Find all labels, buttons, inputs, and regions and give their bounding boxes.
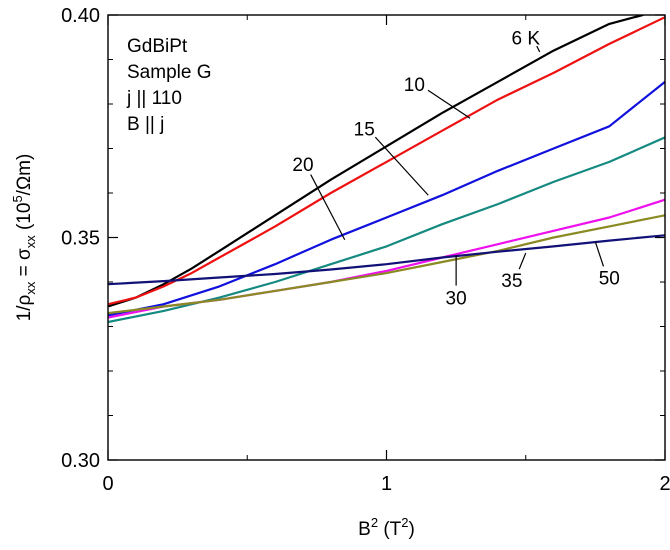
curve-label-35: 35 [501, 271, 522, 292]
y-axis-title-unit-close: /Ωm) [14, 154, 35, 196]
series-line-35 [108, 214, 665, 315]
y-axis-title-unit: (10 [14, 203, 35, 236]
x-axis-title-unit: (T [378, 519, 402, 540]
annotation-line: B || j [127, 114, 164, 135]
y-tick-label: 0.35 [61, 228, 100, 250]
curve-label-20: 20 [292, 155, 313, 176]
x-axis-title-unit-sup: 2 [401, 515, 408, 530]
y-axis-title-unit-sup: 5 [10, 195, 25, 202]
x-axis-title-sup: 2 [371, 515, 378, 530]
curve-label-50: 50 [599, 269, 620, 290]
leader-line-15 [374, 136, 429, 196]
x-tick-label: 2 [659, 473, 670, 495]
y-axis-title-sub2: xx [23, 235, 38, 249]
annotation-line: Sample G [127, 62, 211, 83]
curve-label-6-k: 6 K [511, 28, 540, 49]
plot-area [108, 15, 665, 324]
series-line-10 [108, 16, 665, 306]
y-axis-title: 1/ρxx = σxx (105/Ωm) [10, 154, 38, 322]
curve-label-10: 10 [404, 75, 425, 96]
curve-label-15: 15 [354, 119, 375, 140]
curve-label-30: 30 [446, 289, 467, 310]
y-axis-title-sub1: xx [23, 281, 38, 295]
series-line-15 [108, 80, 665, 317]
curve-labels: 6 K 10 15 20 30 35 50 [292, 28, 619, 309]
series-line-6-k [108, 15, 644, 308]
x-axis-title-main: B [358, 519, 371, 540]
y-axis-title-mid: = σ [14, 248, 35, 282]
leader-line-20 [310, 174, 346, 241]
series-lines [108, 15, 665, 324]
series-line-50 [108, 234, 665, 286]
y-tick-label: 0.30 [61, 450, 100, 472]
annotation-line: j || 110 [126, 88, 182, 109]
leader-line-50 [594, 241, 605, 267]
x-tick-label: 0 [102, 473, 113, 495]
leader-line-10 [427, 89, 471, 119]
x-tick-label: 1 [381, 473, 392, 495]
annotation-line: GdBiPt [127, 36, 188, 57]
x-axis-title-unit-close: ) [409, 519, 415, 540]
y-axis-title-prefix: 1/ρ [14, 294, 35, 321]
leader-line-35 [518, 252, 527, 270]
sample-annotation: GdBiPt Sample G j || 110 B || j [126, 36, 211, 135]
x-axis-title: B2 (T2) [358, 515, 415, 540]
y-tick-label: 0.40 [61, 5, 100, 27]
leader-line-6-k [536, 45, 541, 53]
